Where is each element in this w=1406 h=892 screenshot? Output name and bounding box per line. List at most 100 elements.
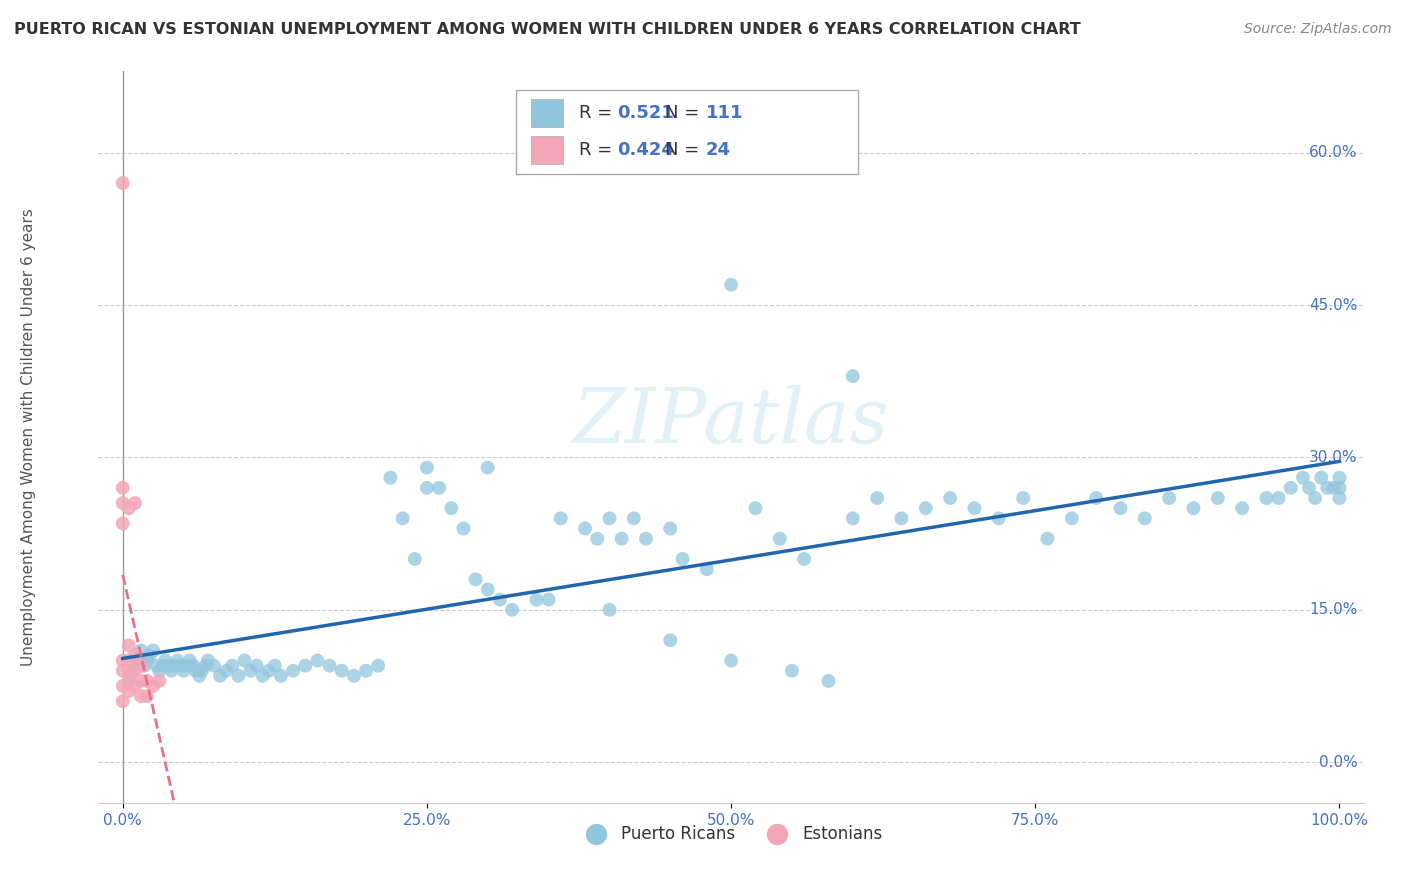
Legend: Puerto Ricans, Estonians: Puerto Ricans, Estonians [574, 818, 889, 849]
Point [634, 532, 657, 546]
Point [202, 658, 225, 673]
Point [129, 689, 152, 703]
Point [501, 603, 523, 617]
Point [817, 673, 839, 688]
Point [440, 501, 463, 516]
Text: Source: ZipAtlas.com: Source: ZipAtlas.com [1244, 22, 1392, 37]
Point [188, 669, 211, 683]
Text: PUERTO RICAN VS ESTONIAN UNEMPLOYMENT AMONG WOMEN WITH CHILDREN UNDER 6 YEARS CO: PUERTO RICAN VS ESTONIAN UNEMPLOYMENT AM… [14, 22, 1081, 37]
Point [118, 501, 141, 516]
Point [598, 511, 620, 525]
Point [142, 643, 165, 657]
Point [142, 679, 165, 693]
Point [155, 654, 177, 668]
Point [1329, 491, 1351, 505]
Point [987, 511, 1010, 525]
Point [1133, 511, 1156, 525]
Text: 45.0%: 45.0% [1309, 298, 1358, 312]
Text: 111: 111 [706, 104, 744, 122]
Point [330, 664, 353, 678]
Point [228, 669, 250, 683]
Point [477, 582, 499, 597]
Point [489, 592, 512, 607]
Point [111, 664, 134, 678]
Point [179, 654, 201, 668]
Point [160, 664, 183, 678]
Point [127, 654, 149, 668]
Point [174, 658, 197, 673]
Point [197, 654, 219, 668]
Point [404, 552, 426, 566]
Point [1292, 471, 1315, 485]
Text: 0.521: 0.521 [617, 104, 673, 122]
Point [537, 592, 560, 607]
Point [134, 658, 156, 673]
Point [1085, 491, 1108, 505]
Point [148, 673, 170, 688]
Point [1279, 481, 1302, 495]
Point [354, 664, 377, 678]
Point [138, 648, 160, 663]
Point [136, 689, 159, 703]
Point [671, 552, 693, 566]
Point [659, 633, 682, 648]
Point [1182, 501, 1205, 516]
Point [118, 673, 141, 688]
Point [118, 654, 141, 668]
Point [1036, 532, 1059, 546]
Text: R =: R = [579, 141, 619, 159]
Point [416, 481, 439, 495]
Point [1316, 481, 1339, 495]
Point [152, 658, 174, 673]
Point [118, 669, 141, 683]
Point [1298, 481, 1320, 495]
Point [121, 664, 143, 678]
Point [380, 471, 402, 485]
Point [477, 460, 499, 475]
Point [281, 664, 304, 678]
Point [124, 496, 146, 510]
Point [526, 592, 548, 607]
Point [221, 658, 243, 673]
Point [427, 481, 450, 495]
Point [586, 532, 609, 546]
Text: 0.0%: 0.0% [1319, 755, 1358, 770]
Point [194, 658, 217, 673]
Point [416, 460, 439, 475]
Point [914, 501, 936, 516]
Point [842, 369, 865, 384]
Point [129, 673, 152, 688]
Point [111, 516, 134, 531]
Point [118, 684, 141, 698]
Point [550, 511, 572, 525]
Point [623, 511, 645, 525]
Point [111, 496, 134, 510]
Point [246, 658, 269, 673]
Point [111, 176, 134, 190]
Point [307, 654, 329, 668]
Point [318, 658, 340, 673]
Point [129, 643, 152, 657]
Point [270, 669, 292, 683]
Text: 60.0%: 60.0% [1309, 145, 1358, 161]
Point [890, 511, 912, 525]
Point [842, 511, 865, 525]
Point [184, 664, 207, 678]
Point [1267, 491, 1289, 505]
Point [163, 658, 186, 673]
Point [173, 664, 195, 678]
Point [111, 694, 134, 708]
Point [1012, 491, 1035, 505]
Point [391, 511, 413, 525]
Point [124, 648, 146, 663]
Point [129, 658, 152, 673]
Text: N =: N = [665, 104, 706, 122]
Point [1109, 501, 1132, 516]
Point [118, 638, 141, 652]
Point [1230, 501, 1253, 516]
Text: 15.0%: 15.0% [1309, 602, 1358, 617]
Point [191, 664, 214, 678]
Point [111, 481, 134, 495]
Point [343, 669, 366, 683]
Point [136, 673, 159, 688]
